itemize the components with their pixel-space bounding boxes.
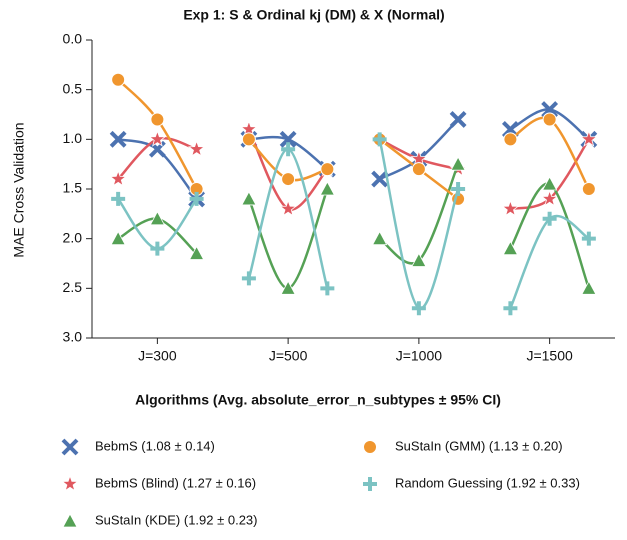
data-point <box>371 230 388 246</box>
y-tick-label: 2.0 <box>63 229 83 245</box>
data-point <box>580 130 598 147</box>
data-point <box>503 301 518 316</box>
y-tick-label: 3.0 <box>63 329 83 345</box>
data-point <box>540 189 559 207</box>
legend-label: Random Guessing (1.92 ± 0.33) <box>395 475 580 490</box>
x-tick-label: J=1500 <box>526 348 573 364</box>
data-point <box>501 199 520 217</box>
chart-title: Exp 1: S & Ordinal kj (DM) & X (Normal) <box>183 7 444 23</box>
data-point <box>542 211 557 226</box>
y-tick-label: 1.0 <box>63 130 83 146</box>
data-point <box>187 140 206 157</box>
data-point <box>320 281 335 296</box>
data-point <box>241 132 256 147</box>
legend-label: BebmS (Blind) (1.27 ± 0.16) <box>95 475 256 490</box>
data-point <box>148 130 167 147</box>
y-tick-label: 0.0 <box>63 31 83 47</box>
data-point <box>450 156 466 171</box>
data-point <box>541 101 559 118</box>
data-point <box>189 191 204 206</box>
data-point <box>148 140 166 158</box>
y-tick-label: 2.5 <box>63 279 83 295</box>
data-point <box>371 170 389 188</box>
data-point <box>503 132 518 147</box>
legend-label: SuStaIn (GMM) (1.13 ± 0.20) <box>395 438 563 453</box>
data-point <box>319 181 336 196</box>
data-point <box>501 120 519 138</box>
series-curve <box>378 163 460 265</box>
data-point <box>150 112 165 127</box>
legend-label: SuStaIn (KDE) (1.92 ± 0.23) <box>95 512 258 527</box>
data-point <box>542 112 557 127</box>
data-point <box>281 142 296 157</box>
data-point <box>241 271 256 286</box>
data-point <box>502 240 519 256</box>
x-tick-label: J=500 <box>269 348 308 364</box>
data-point <box>279 130 297 148</box>
data-point <box>281 172 296 187</box>
legend-marker <box>363 440 377 454</box>
legend-marker <box>61 438 79 456</box>
series-curve <box>509 214 590 309</box>
data-point <box>411 252 427 267</box>
data-point <box>111 72 126 87</box>
x-tick-label: J=1000 <box>396 348 443 364</box>
y-tick-label: 1.5 <box>63 180 83 196</box>
series-curve <box>247 148 329 289</box>
legend-marker <box>61 474 79 492</box>
data-point <box>150 241 165 256</box>
data-point <box>581 182 596 196</box>
data-point <box>541 176 558 191</box>
data-point <box>111 191 126 206</box>
data-point <box>280 280 296 295</box>
data-point <box>279 199 297 217</box>
data-point <box>109 130 127 148</box>
y-axis-label: MAE Cross Validation <box>11 122 27 257</box>
y-tick-label: 0.5 <box>63 80 83 96</box>
data-point <box>149 210 166 226</box>
data-point <box>411 162 426 177</box>
series-curve <box>117 137 198 180</box>
legend-marker <box>62 513 78 528</box>
data-point <box>411 301 426 316</box>
data-point <box>581 231 596 246</box>
data-point <box>581 280 597 295</box>
data-point <box>372 132 387 147</box>
x-tick-label: J=300 <box>138 348 177 364</box>
data-point <box>110 230 126 246</box>
data-point <box>449 111 467 128</box>
data-point <box>188 245 205 260</box>
data-point <box>109 169 127 187</box>
data-point <box>320 162 335 177</box>
data-point <box>451 182 466 196</box>
legend-title: Algorithms (Avg. absolute_error_n_subtyp… <box>135 392 501 408</box>
data-point <box>241 191 257 206</box>
legend-marker <box>363 477 377 491</box>
legend-label: BebmS (1.08 ± 0.14) <box>95 438 215 453</box>
